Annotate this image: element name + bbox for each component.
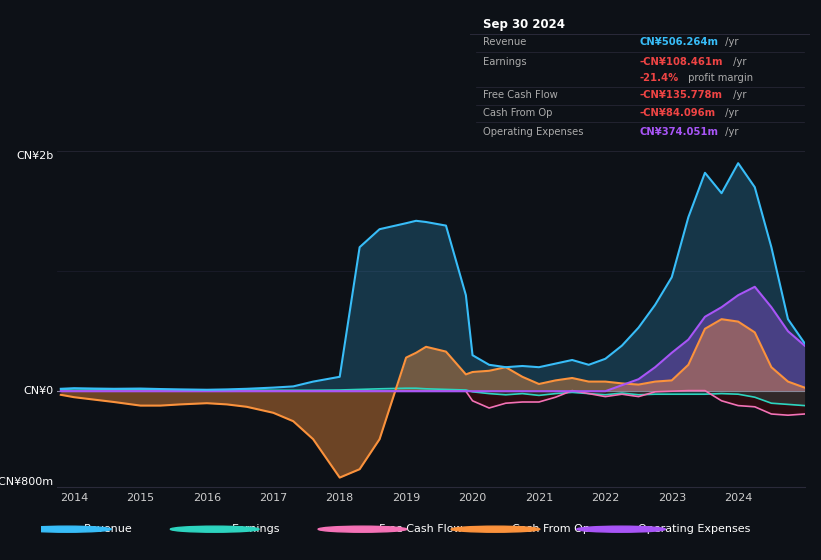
Circle shape bbox=[171, 526, 259, 532]
Circle shape bbox=[319, 526, 407, 532]
Text: profit margin: profit margin bbox=[685, 73, 753, 83]
Text: Revenue: Revenue bbox=[84, 524, 133, 534]
Text: Revenue: Revenue bbox=[484, 38, 526, 48]
Text: -CN¥108.461m: -CN¥108.461m bbox=[640, 57, 723, 67]
Text: -21.4%: -21.4% bbox=[640, 73, 679, 83]
Circle shape bbox=[576, 526, 666, 532]
Text: CN¥0: CN¥0 bbox=[24, 386, 53, 396]
Text: -CN¥800m: -CN¥800m bbox=[0, 477, 53, 487]
Text: Free Cash Flow: Free Cash Flow bbox=[379, 524, 463, 534]
Text: CN¥506.264m: CN¥506.264m bbox=[640, 38, 719, 48]
Text: CN¥374.051m: CN¥374.051m bbox=[640, 127, 719, 137]
Text: -CN¥84.096m: -CN¥84.096m bbox=[640, 108, 716, 118]
Circle shape bbox=[23, 526, 112, 532]
Circle shape bbox=[452, 526, 540, 532]
Text: Cash From Op: Cash From Op bbox=[484, 108, 553, 118]
Text: /yr: /yr bbox=[730, 57, 746, 67]
Text: /yr: /yr bbox=[730, 90, 746, 100]
Text: Cash From Op: Cash From Op bbox=[512, 524, 590, 534]
Text: Operating Expenses: Operating Expenses bbox=[484, 127, 584, 137]
Text: Free Cash Flow: Free Cash Flow bbox=[484, 90, 558, 100]
Text: Earnings: Earnings bbox=[232, 524, 280, 534]
Text: -CN¥135.778m: -CN¥135.778m bbox=[640, 90, 723, 100]
Text: /yr: /yr bbox=[722, 108, 739, 118]
Text: CN¥2b: CN¥2b bbox=[16, 151, 53, 161]
Text: /yr: /yr bbox=[722, 127, 739, 137]
Text: Sep 30 2024: Sep 30 2024 bbox=[484, 17, 565, 31]
Text: Earnings: Earnings bbox=[484, 57, 527, 67]
Text: /yr: /yr bbox=[722, 38, 739, 48]
Text: Operating Expenses: Operating Expenses bbox=[638, 524, 750, 534]
